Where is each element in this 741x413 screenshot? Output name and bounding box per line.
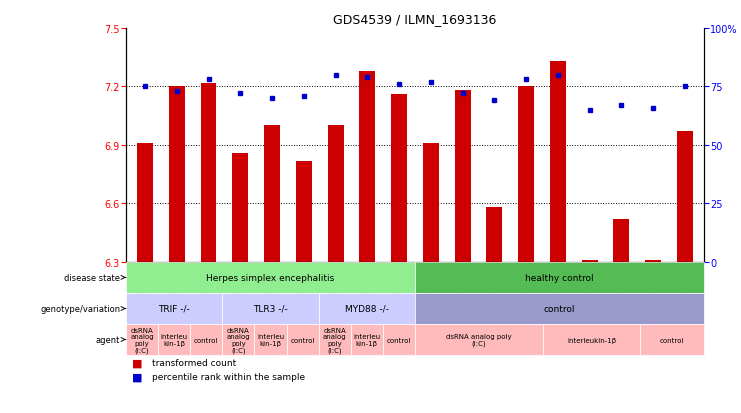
Bar — [158, 324, 190, 355]
Bar — [233, 153, 248, 262]
Text: control: control — [290, 337, 315, 343]
Bar — [254, 324, 287, 355]
Text: ■: ■ — [132, 357, 142, 368]
Bar — [415, 293, 704, 324]
Bar — [222, 293, 319, 324]
Bar — [391, 95, 407, 262]
Text: agent: agent — [96, 335, 126, 344]
Bar — [614, 219, 629, 262]
Text: control: control — [544, 304, 575, 313]
Text: interleu
kin-1β: interleu kin-1β — [161, 333, 187, 346]
Bar — [677, 132, 693, 262]
Text: TRIF -/-: TRIF -/- — [159, 304, 190, 313]
Bar — [415, 262, 704, 293]
Title: GDS4539 / ILMN_1693136: GDS4539 / ILMN_1693136 — [333, 13, 496, 26]
Text: ■: ■ — [132, 372, 142, 382]
Text: dsRNA
analog
poly
(I:C): dsRNA analog poly (I:C) — [227, 327, 250, 353]
Bar — [126, 262, 415, 293]
Bar — [359, 72, 375, 262]
Bar — [328, 126, 344, 262]
Text: dsRNA
analog
poly
(I:C): dsRNA analog poly (I:C) — [323, 327, 347, 353]
Bar — [264, 126, 280, 262]
Bar — [455, 91, 471, 262]
Bar — [137, 144, 153, 262]
Text: dsRNA
analog
poly
(I:C): dsRNA analog poly (I:C) — [130, 327, 154, 353]
Bar — [550, 62, 566, 262]
Bar — [126, 324, 158, 355]
Bar — [543, 324, 639, 355]
Text: control: control — [194, 337, 219, 343]
Text: disease state: disease state — [64, 273, 126, 282]
Bar — [486, 208, 502, 262]
Bar — [423, 144, 439, 262]
Bar — [222, 324, 254, 355]
Text: MYD88 -/-: MYD88 -/- — [345, 304, 389, 313]
Text: control: control — [387, 337, 411, 343]
Text: dsRNA analog poly
(I:C): dsRNA analog poly (I:C) — [446, 333, 512, 346]
Text: TLR3 -/-: TLR3 -/- — [253, 304, 288, 313]
Bar — [169, 87, 185, 262]
Bar — [190, 324, 222, 355]
Text: control: control — [659, 337, 684, 343]
Bar — [126, 293, 222, 324]
Text: percentile rank within the sample: percentile rank within the sample — [152, 373, 305, 381]
Bar — [415, 324, 543, 355]
Bar — [639, 324, 704, 355]
Text: genotype/variation: genotype/variation — [40, 304, 126, 313]
Bar — [319, 293, 415, 324]
Text: interleukin-1β: interleukin-1β — [567, 337, 616, 343]
Bar — [296, 161, 312, 262]
Bar — [645, 260, 661, 262]
Bar — [287, 324, 319, 355]
Bar — [350, 324, 383, 355]
Text: interleu
kin-1β: interleu kin-1β — [353, 333, 380, 346]
Bar — [582, 260, 597, 262]
Text: healthy control: healthy control — [525, 273, 594, 282]
Bar — [201, 83, 216, 262]
Bar — [319, 324, 350, 355]
Bar — [518, 87, 534, 262]
Text: interleu
kin-1β: interleu kin-1β — [257, 333, 284, 346]
Text: Herpes simplex encephalitis: Herpes simplex encephalitis — [206, 273, 335, 282]
Text: transformed count: transformed count — [152, 358, 236, 367]
Bar — [383, 324, 415, 355]
